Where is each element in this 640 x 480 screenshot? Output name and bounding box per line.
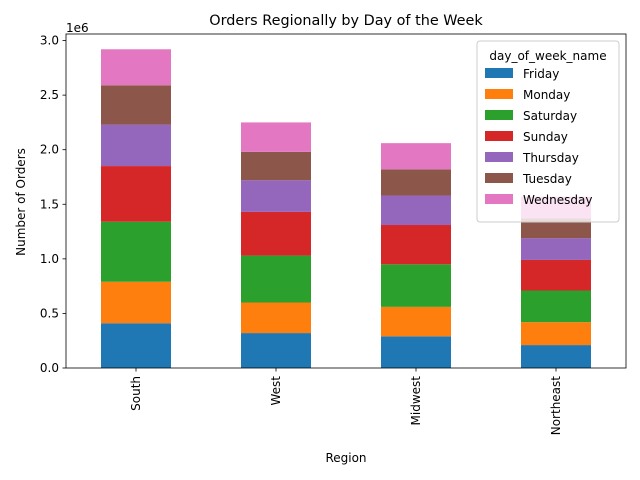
x-tick-label: Northeast [549, 376, 563, 436]
y-tick-label: 2.5 [40, 88, 59, 102]
legend-swatch-thursday [485, 152, 513, 162]
legend-label-saturday: Saturday [523, 109, 577, 123]
bar-midwest-sunday [381, 225, 451, 265]
bar-northeast-tuesday [521, 218, 591, 239]
legend-swatch-saturday [485, 110, 513, 120]
bar-south-friday [101, 323, 171, 368]
bar-west-monday [241, 302, 311, 334]
legend-swatch-tuesday [485, 173, 513, 183]
bar-midwest-saturday [381, 264, 451, 307]
x-tick-label: West [269, 376, 283, 406]
plot-frame [65, 33, 627, 369]
bar-midwest-tuesday [381, 169, 451, 196]
legend-label-wednesday: Wednesday [523, 193, 592, 207]
bar-northeast-monday [521, 322, 591, 346]
legend-label-sunday: Sunday [523, 130, 568, 144]
y-offset-text: 1e6 [66, 21, 89, 35]
bar-south-wednesday [101, 49, 171, 86]
bar-west-thursday [241, 180, 311, 212]
bar-northeast-thursday [521, 238, 591, 260]
bar-midwest-monday [381, 306, 451, 337]
bar-west-tuesday [241, 151, 311, 181]
bar-midwest-friday [381, 336, 451, 368]
x-axis-label: Region [325, 451, 366, 465]
bar-south-monday [101, 281, 171, 324]
bar-west-friday [241, 333, 311, 368]
legend-title: day_of_week_name [489, 49, 606, 63]
y-tick-label: 0.0 [40, 361, 59, 375]
chart-title: Orders Regionally by Day of the Week [209, 13, 483, 29]
bars-group [101, 49, 591, 368]
x-tick-label: Midwest [409, 376, 423, 426]
y-axis-label: Number of Orders [14, 148, 28, 256]
bar-west-sunday [241, 211, 311, 256]
legend-label-monday: Monday [523, 88, 570, 102]
bar-northeast-saturday [521, 290, 591, 323]
legend-swatch-monday [485, 89, 513, 99]
bar-midwest-thursday [381, 195, 451, 226]
bar-south-thursday [101, 124, 171, 167]
legend-label-friday: Friday [523, 67, 559, 81]
bar-south-sunday [101, 166, 171, 222]
legend-label-tuesday: Tuesday [522, 172, 572, 186]
bar-south-tuesday [101, 85, 171, 125]
legend-swatch-friday [485, 68, 513, 78]
y-tick-label: 0.5 [40, 306, 59, 320]
legend: day_of_week_name Friday Monday Saturday Sund… [476, 40, 620, 223]
legend-label-thursday: Thursday [522, 151, 579, 165]
y-tick-label: 1.5 [40, 197, 59, 211]
bar-south-saturday [101, 221, 171, 282]
bar-northeast-friday [521, 345, 591, 368]
bar-west-wednesday [241, 122, 311, 152]
y-tick-label: 1.0 [40, 252, 59, 266]
bar-west-saturday [241, 255, 311, 303]
y-tick-label: 3.0 [40, 34, 59, 48]
axes-group: 0.0 0.5 1.0 1.5 2.0 2.5 3.0 South West Midwest Nor… [40, 33, 627, 436]
y-tick-label: 2.0 [40, 143, 59, 157]
legend-swatch-wednesday [485, 194, 513, 204]
bar-midwest-wednesday [381, 143, 451, 170]
x-tick-label: South [129, 376, 143, 411]
legend-swatch-sunday [485, 131, 513, 141]
bar-northeast-sunday [521, 259, 591, 291]
